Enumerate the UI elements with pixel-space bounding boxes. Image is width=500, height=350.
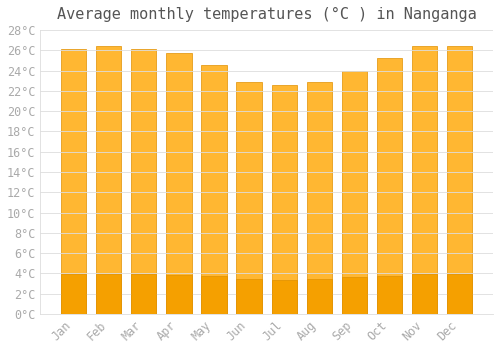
Bar [447,46,472,314]
Bar [96,46,122,314]
Bar [377,58,402,314]
Bar [342,71,367,314]
Bar [447,274,472,314]
Bar [272,280,297,314]
Bar [202,64,226,314]
Bar [131,49,156,314]
Bar [306,82,332,314]
Bar [131,274,156,314]
Bar [236,82,262,314]
Bar [272,85,297,314]
Bar [306,279,332,314]
Bar [61,49,86,314]
Bar [166,275,192,314]
Bar [61,274,86,314]
Bar [377,275,402,314]
Bar [202,276,226,314]
Bar [166,54,192,314]
Bar [96,274,122,314]
Bar [342,278,367,314]
Bar [412,46,438,314]
Bar [412,274,438,314]
Title: Average monthly temperatures (°C ) in Nanganga: Average monthly temperatures (°C ) in Na… [57,7,476,22]
Bar [236,279,262,314]
